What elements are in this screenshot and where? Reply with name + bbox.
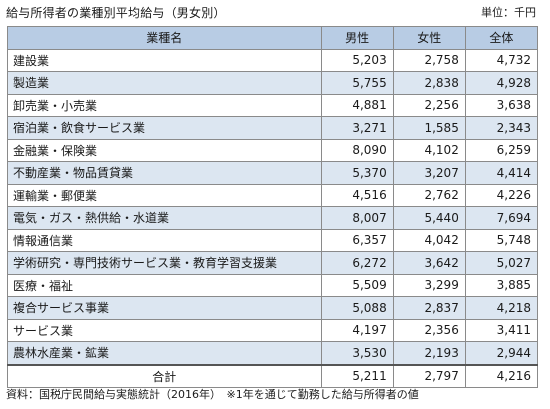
table-row: 農林水産業・鉱業 3,530 2,193 2,944	[7, 341, 539, 365]
male-cell: 6,272	[320, 251, 394, 275]
header-row: 業種名 男性 女性 全体	[7, 26, 539, 50]
industry-cell: 宿泊業・飲食サービス業	[7, 116, 322, 140]
total-row-male: 5,211	[320, 363, 394, 388]
industry-cell: 不動産業・物品賃貸業	[7, 161, 322, 185]
column-header-female: 女性	[392, 26, 466, 50]
female-cell: 3,642	[392, 251, 466, 275]
female-cell: 3,299	[392, 273, 466, 297]
total-cell: 7,694	[464, 206, 539, 230]
female-cell: 2,758	[392, 48, 466, 72]
total-row-total: 4,216	[464, 363, 539, 388]
industry-cell: 卸売業・小売業	[7, 93, 322, 117]
table-row: 複合サービス事業 5,088 2,837 4,218	[7, 296, 539, 320]
male-cell: 5,755	[320, 71, 394, 95]
male-cell: 3,271	[320, 116, 394, 140]
female-cell: 4,042	[392, 228, 466, 252]
male-cell: 5,370	[320, 161, 394, 185]
industry-cell: 情報通信業	[7, 228, 322, 252]
column-header-industry: 業種名	[7, 26, 322, 50]
table-row: 卸売業・小売業 4,881 2,256 3,638	[7, 93, 539, 117]
female-cell: 2,193	[392, 341, 466, 365]
table-body: 建設業 5,203 2,758 4,732 製造業 5,755 2,838 4,928 卸売業・…	[7, 48, 539, 365]
total-cell: 3,411	[464, 318, 539, 342]
total-row: 合計 5,211 2,797 4,216	[7, 363, 539, 388]
table-row: サービス業 4,197 2,356 3,411	[7, 318, 539, 342]
industry-cell: サービス業	[7, 318, 322, 342]
industry-cell: 金融業・保険業	[7, 138, 322, 162]
total-row-female: 2,797	[392, 363, 466, 388]
total-row-label: 合計	[7, 363, 322, 388]
male-cell: 4,516	[320, 183, 394, 207]
male-cell: 5,088	[320, 296, 394, 320]
table-row: 医療・福祉 5,509 3,299 3,885	[7, 273, 539, 297]
table-row: 建設業 5,203 2,758 4,732	[7, 48, 539, 72]
male-cell: 3,530	[320, 341, 394, 365]
source-note: 資料：国税庁民間給与実態統計（2016年） ※1年を通じて勤務した給与所得者の値	[6, 388, 419, 401]
total-cell: 5,748	[464, 228, 539, 252]
table-row: 運輸業・郵便業 4,516 2,762 4,226	[7, 183, 539, 207]
column-header-male: 男性	[320, 26, 394, 50]
table-row: 情報通信業 6,357 4,042 5,748	[7, 228, 539, 252]
male-cell: 4,197	[320, 318, 394, 342]
female-cell: 2,837	[392, 296, 466, 320]
male-cell: 8,007	[320, 206, 394, 230]
total-cell: 6,259	[464, 138, 539, 162]
table-row: 宿泊業・飲食サービス業 3,271 1,585 2,343	[7, 116, 539, 140]
female-cell: 2,356	[392, 318, 466, 342]
female-cell: 2,256	[392, 93, 466, 117]
table-row: 製造業 5,755 2,838 4,928	[7, 71, 539, 95]
column-header-total: 全体	[464, 26, 539, 50]
total-cell: 4,226	[464, 183, 539, 207]
total-cell: 3,885	[464, 273, 539, 297]
female-cell: 3,207	[392, 161, 466, 185]
female-cell: 5,440	[392, 206, 466, 230]
industry-cell: 複合サービス事業	[7, 296, 322, 320]
industry-cell: 電気・ガス・熱供給・水道業	[7, 206, 322, 230]
male-cell: 5,203	[320, 48, 394, 72]
table-row: 不動産業・物品賃貸業 5,370 3,207 4,414	[7, 161, 539, 185]
industry-cell: 運輸業・郵便業	[7, 183, 322, 207]
total-cell: 4,414	[464, 161, 539, 185]
total-cell: 4,928	[464, 71, 539, 95]
industry-cell: 製造業	[7, 71, 322, 95]
table-title: 給与所得者の業種別平均給与（男女別）	[6, 6, 226, 20]
industry-cell: 農林水産業・鉱業	[7, 341, 322, 365]
total-cell: 2,343	[464, 116, 539, 140]
industry-cell: 学術研究・専門技術サービス業・教育学習支援業	[7, 251, 322, 275]
total-cell: 4,732	[464, 48, 539, 72]
female-cell: 2,762	[392, 183, 466, 207]
industry-cell: 建設業	[7, 48, 322, 72]
industry-cell: 医療・福祉	[7, 273, 322, 297]
female-cell: 2,838	[392, 71, 466, 95]
total-cell: 3,638	[464, 93, 539, 117]
male-cell: 6,357	[320, 228, 394, 252]
total-cell: 2,944	[464, 341, 539, 365]
female-cell: 1,585	[392, 116, 466, 140]
salary-table: 業種名 男性 女性 全体 建設業 5,203 2,758 4,732 製造業 5,755 2…	[7, 26, 539, 388]
table-row: 電気・ガス・熱供給・水道業 8,007 5,440 7,694	[7, 206, 539, 230]
male-cell: 5,509	[320, 273, 394, 297]
total-cell: 5,027	[464, 251, 539, 275]
male-cell: 8,090	[320, 138, 394, 162]
table-row: 金融業・保険業 8,090 4,102 6,259	[7, 138, 539, 162]
unit-label: 単位：千円	[481, 6, 536, 19]
table-row: 学術研究・専門技術サービス業・教育学習支援業 6,272 3,642 5,027	[7, 251, 539, 275]
total-cell: 4,218	[464, 296, 539, 320]
male-cell: 4,881	[320, 93, 394, 117]
female-cell: 4,102	[392, 138, 466, 162]
